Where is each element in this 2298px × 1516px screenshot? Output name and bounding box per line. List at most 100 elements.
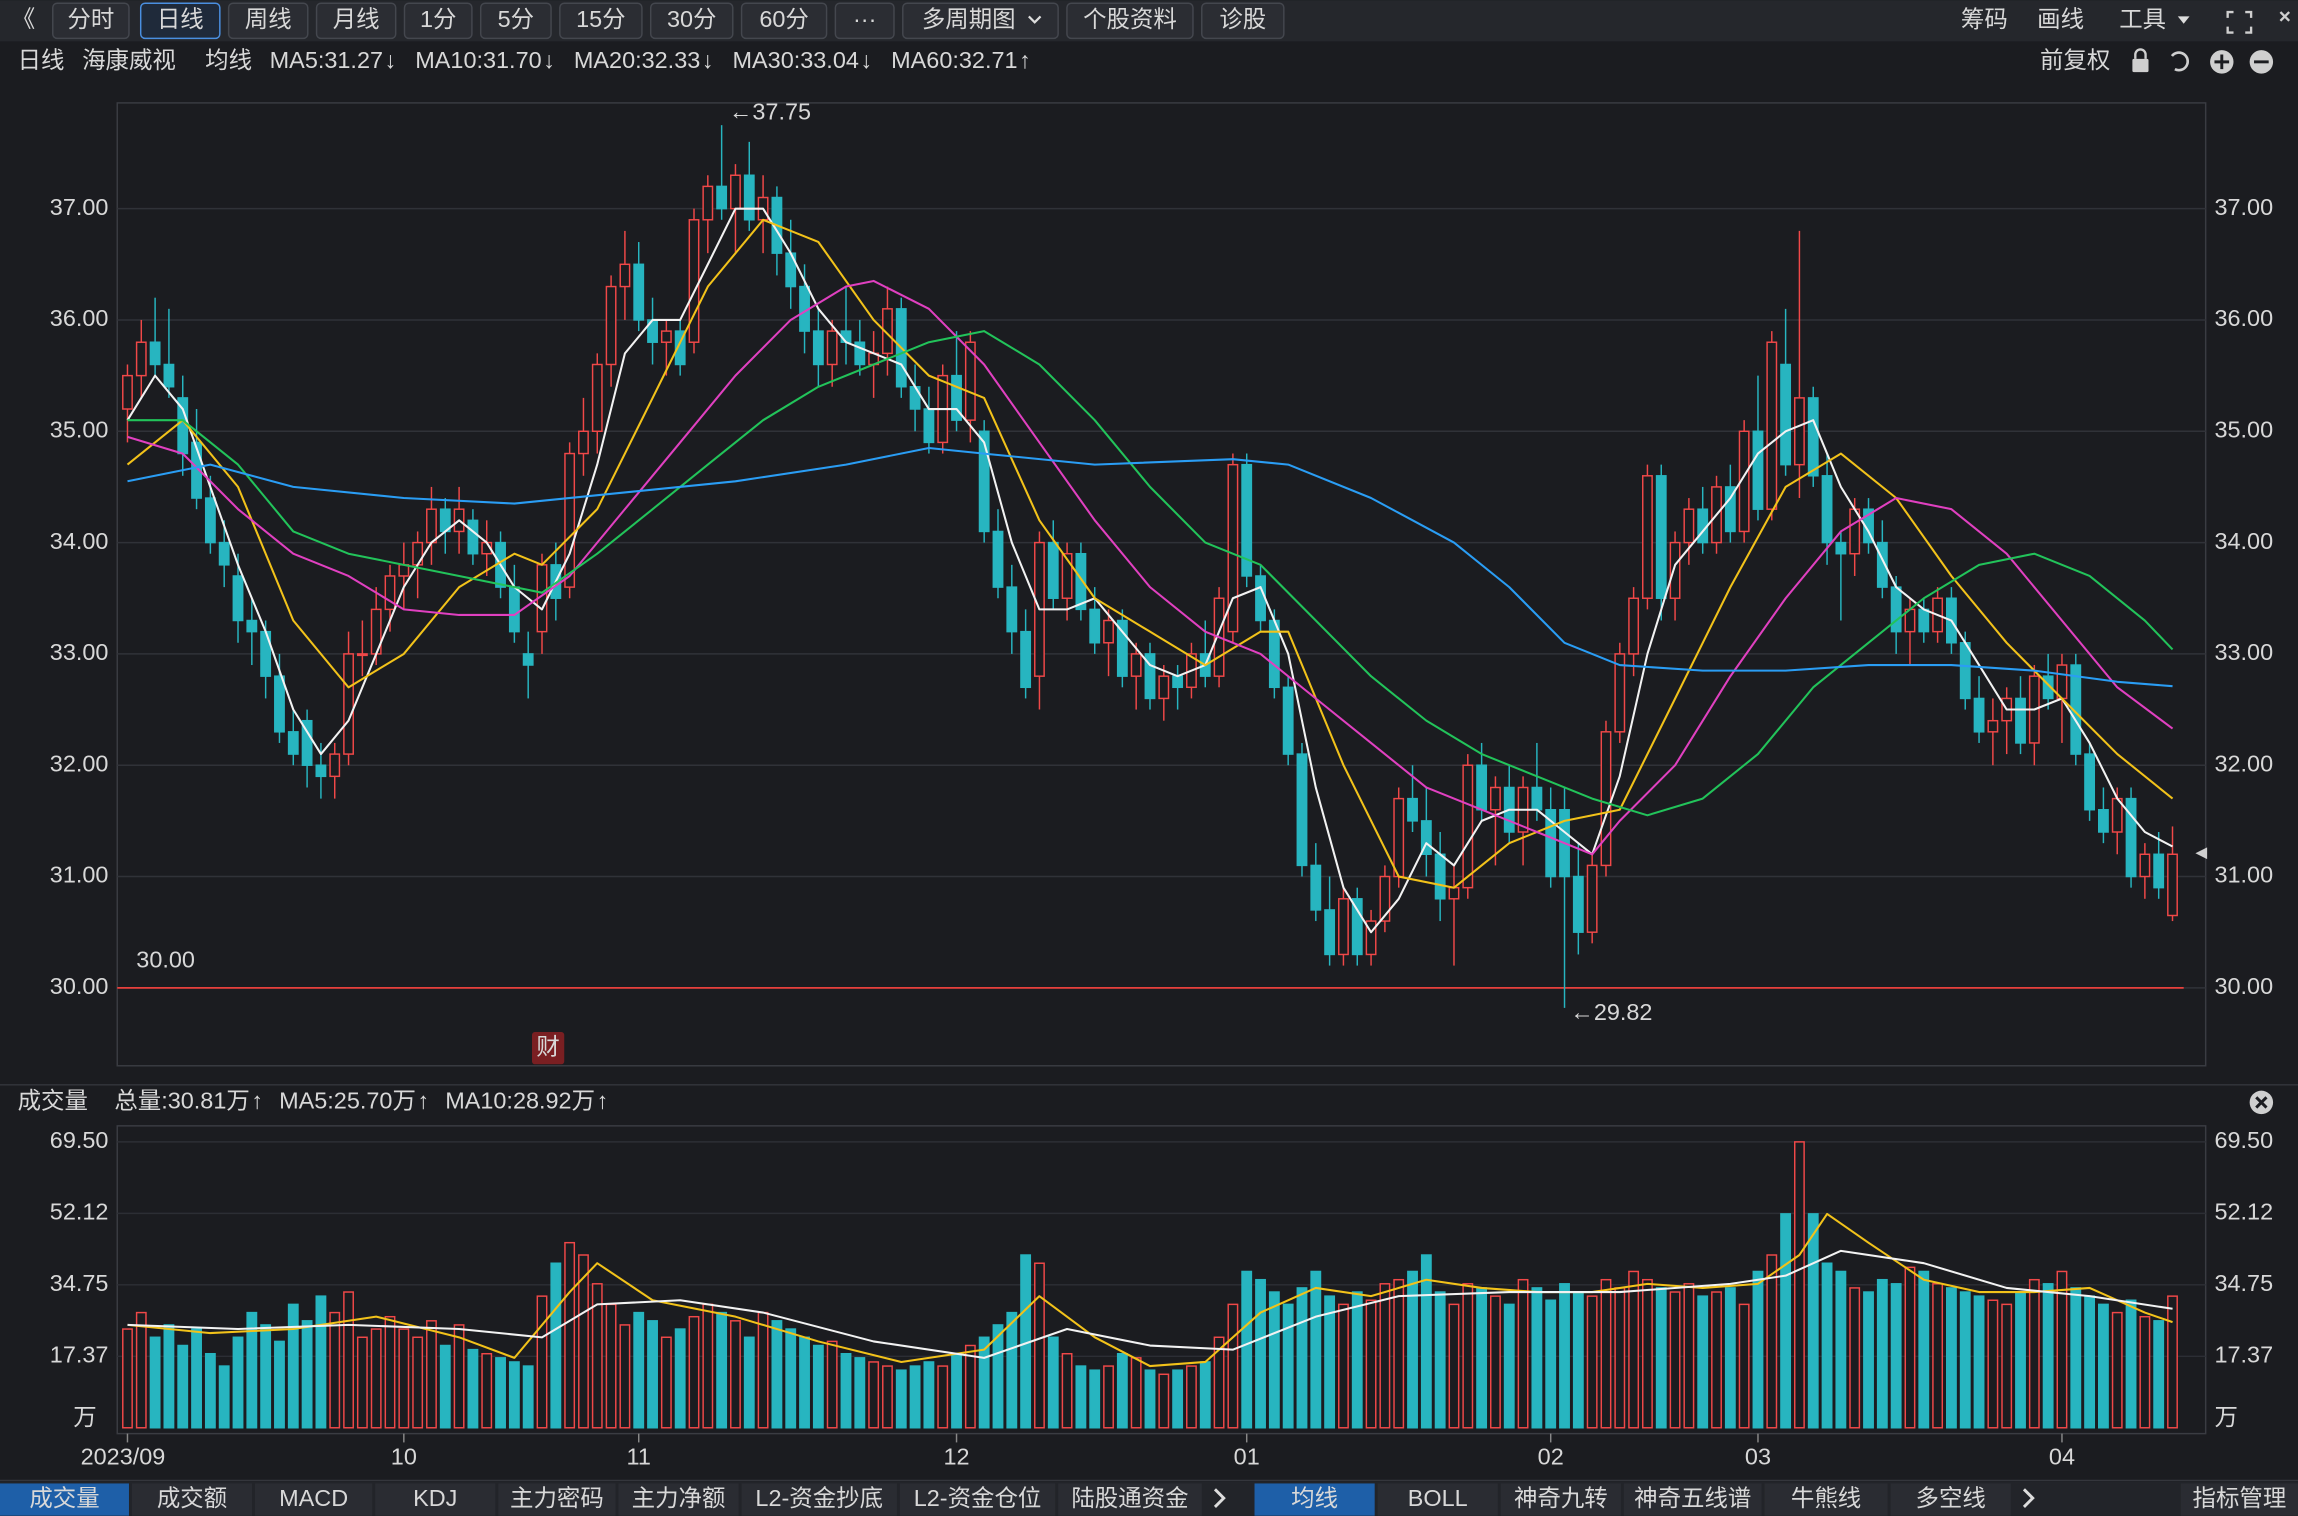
y-tick-label-right: 33.00 — [2214, 639, 2273, 665]
x-tick-label: 01 — [1234, 1444, 1260, 1470]
candle-body — [619, 263, 631, 288]
tab[interactable] — [618, 1483, 739, 1516]
tab-label[interactable]: 主力密码 — [510, 1485, 604, 1511]
toolbar-label[interactable]: 5分 — [498, 6, 534, 32]
candle-body — [2070, 664, 2082, 755]
volume-bar — [329, 1311, 341, 1429]
tab-label[interactable]: BOLL — [1408, 1485, 1468, 1511]
tab[interactable] — [1254, 1483, 1375, 1516]
undo-icon[interactable] — [2170, 51, 2190, 72]
toolbar-button[interactable] — [479, 2, 552, 40]
toolbar-label[interactable]: 30分 — [667, 6, 717, 32]
candle-body — [1310, 864, 1322, 911]
volume-bar — [1559, 1283, 1570, 1429]
tab-label[interactable]: 成交额 — [157, 1485, 227, 1511]
legend-arrow: ↑ — [251, 1088, 263, 1114]
tab-label[interactable]: 主力净额 — [632, 1485, 726, 1511]
toolbar-label[interactable]: 诊股 — [1219, 6, 1266, 32]
toolbar-right-label[interactable]: 筹码 — [1961, 6, 2008, 32]
tab[interactable] — [0, 1483, 129, 1516]
tab[interactable] — [131, 1483, 253, 1516]
toolbar-button[interactable] — [740, 2, 828, 40]
toolbar-button[interactable] — [649, 2, 734, 40]
toolbar-icons[interactable] — [2226, 10, 2291, 34]
toolbar-label[interactable]: 60分 — [759, 6, 809, 32]
tab-label[interactable]: 神奇九转 — [1514, 1485, 1608, 1511]
tab[interactable] — [255, 1483, 373, 1516]
tab[interactable] — [498, 1483, 616, 1516]
fullscreen-icon[interactable] — [2226, 10, 2253, 34]
y-tick-label-right: 30.00 — [2214, 973, 2273, 999]
tab[interactable] — [899, 1483, 1056, 1516]
close-icon[interactable] — [2279, 11, 2291, 22]
tab-label[interactable]: 牛熊线 — [1791, 1485, 1861, 1511]
adjust-mode[interactable]: 前复权 — [2040, 47, 2110, 73]
tab[interactable] — [1890, 1483, 2011, 1516]
toolbar-label[interactable]: 1分 — [420, 6, 456, 32]
toolbar-label[interactable]: 多周期图 — [922, 6, 1016, 32]
y-tick-label-right: 32.00 — [2214, 750, 2273, 776]
toolbar-label[interactable]: 《 — [12, 6, 35, 32]
x-tick-label: 11 — [627, 1444, 651, 1470]
tab[interactable] — [741, 1483, 897, 1516]
candle-body — [412, 541, 424, 566]
volume-bar — [619, 1324, 631, 1429]
tab-more[interactable] — [1213, 1488, 1226, 1508]
toolbar-button[interactable] — [1201, 2, 1285, 40]
event-marker[interactable]: 财 — [536, 1033, 559, 1059]
toolbar-label[interactable]: ··· — [853, 6, 876, 32]
toolbar-label[interactable]: 15分 — [576, 6, 626, 32]
volume-bar — [2015, 1291, 2026, 1429]
tab[interactable] — [1377, 1483, 1498, 1516]
volume-bar — [1490, 1295, 1501, 1429]
tab-label[interactable]: 成交量 — [29, 1485, 99, 1511]
legend-label: MA10:31.70 — [415, 47, 541, 73]
toolbar-label[interactable]: 分时 — [67, 6, 114, 32]
tab[interactable] — [1764, 1483, 1888, 1516]
toolbar-button[interactable] — [52, 2, 130, 40]
x-tick-label: 2023/09 — [81, 1444, 166, 1470]
candle-body — [274, 675, 285, 733]
tab-label[interactable]: 陆股通资金 — [1071, 1485, 1188, 1511]
tab[interactable] — [1623, 1483, 1762, 1516]
volume-bar — [301, 1320, 313, 1429]
toolbar-button[interactable] — [315, 2, 397, 40]
toolbar-label[interactable]: 周线 — [245, 6, 292, 32]
tab[interactable] — [375, 1483, 496, 1516]
toolbar-label[interactable]: 日线 — [157, 6, 204, 32]
toolbar-button[interactable] — [1066, 2, 1194, 40]
toolbar-button[interactable] — [139, 2, 221, 40]
toolbar-button[interactable] — [902, 2, 1059, 40]
volume-bar — [1669, 1291, 1681, 1429]
toolbar-right-label[interactable]: 画线 — [2037, 6, 2084, 32]
tab-label[interactable]: 均线 — [1291, 1485, 1338, 1511]
chart-icons[interactable] — [2132, 48, 2274, 1115]
toolbar-button[interactable] — [834, 2, 895, 40]
toolbar-label[interactable]: 个股资料 — [1083, 6, 1177, 32]
toolbar-button[interactable] — [403, 2, 473, 40]
toolbar-label[interactable]: 月线 — [333, 6, 380, 32]
toolbar-button[interactable] — [559, 2, 643, 40]
lock-icon[interactable] — [2132, 58, 2149, 73]
period-label: 日线 — [18, 47, 65, 73]
volume-bar — [2084, 1295, 2096, 1429]
tab-label[interactable]: 指标管理 — [2193, 1485, 2287, 1511]
volume-frame — [116, 1125, 2207, 1435]
y-tick-label-right: 31.00 — [2214, 862, 2273, 888]
tab-label[interactable]: 神奇五线谱 — [1634, 1485, 1751, 1511]
tab-label[interactable]: L2-资金抄底 — [755, 1485, 883, 1511]
volume-bar — [1089, 1369, 1101, 1429]
tab-label[interactable]: 多空线 — [1916, 1485, 1986, 1511]
candle-body — [2167, 853, 2178, 917]
tab-label[interactable]: KDJ — [413, 1485, 457, 1511]
tab[interactable] — [1500, 1483, 1621, 1516]
tab[interactable] — [1058, 1483, 1202, 1516]
tab[interactable] — [2180, 1483, 2298, 1516]
toolbar-right-label[interactable]: 工具 — [2119, 6, 2166, 32]
volume-bar — [1448, 1303, 1460, 1429]
tab-label[interactable]: MACD — [279, 1485, 348, 1511]
toolbar-button[interactable] — [227, 2, 309, 40]
tab-label[interactable]: L2-资金仓位 — [914, 1485, 1042, 1511]
tab-more[interactable] — [2022, 1488, 2035, 1508]
